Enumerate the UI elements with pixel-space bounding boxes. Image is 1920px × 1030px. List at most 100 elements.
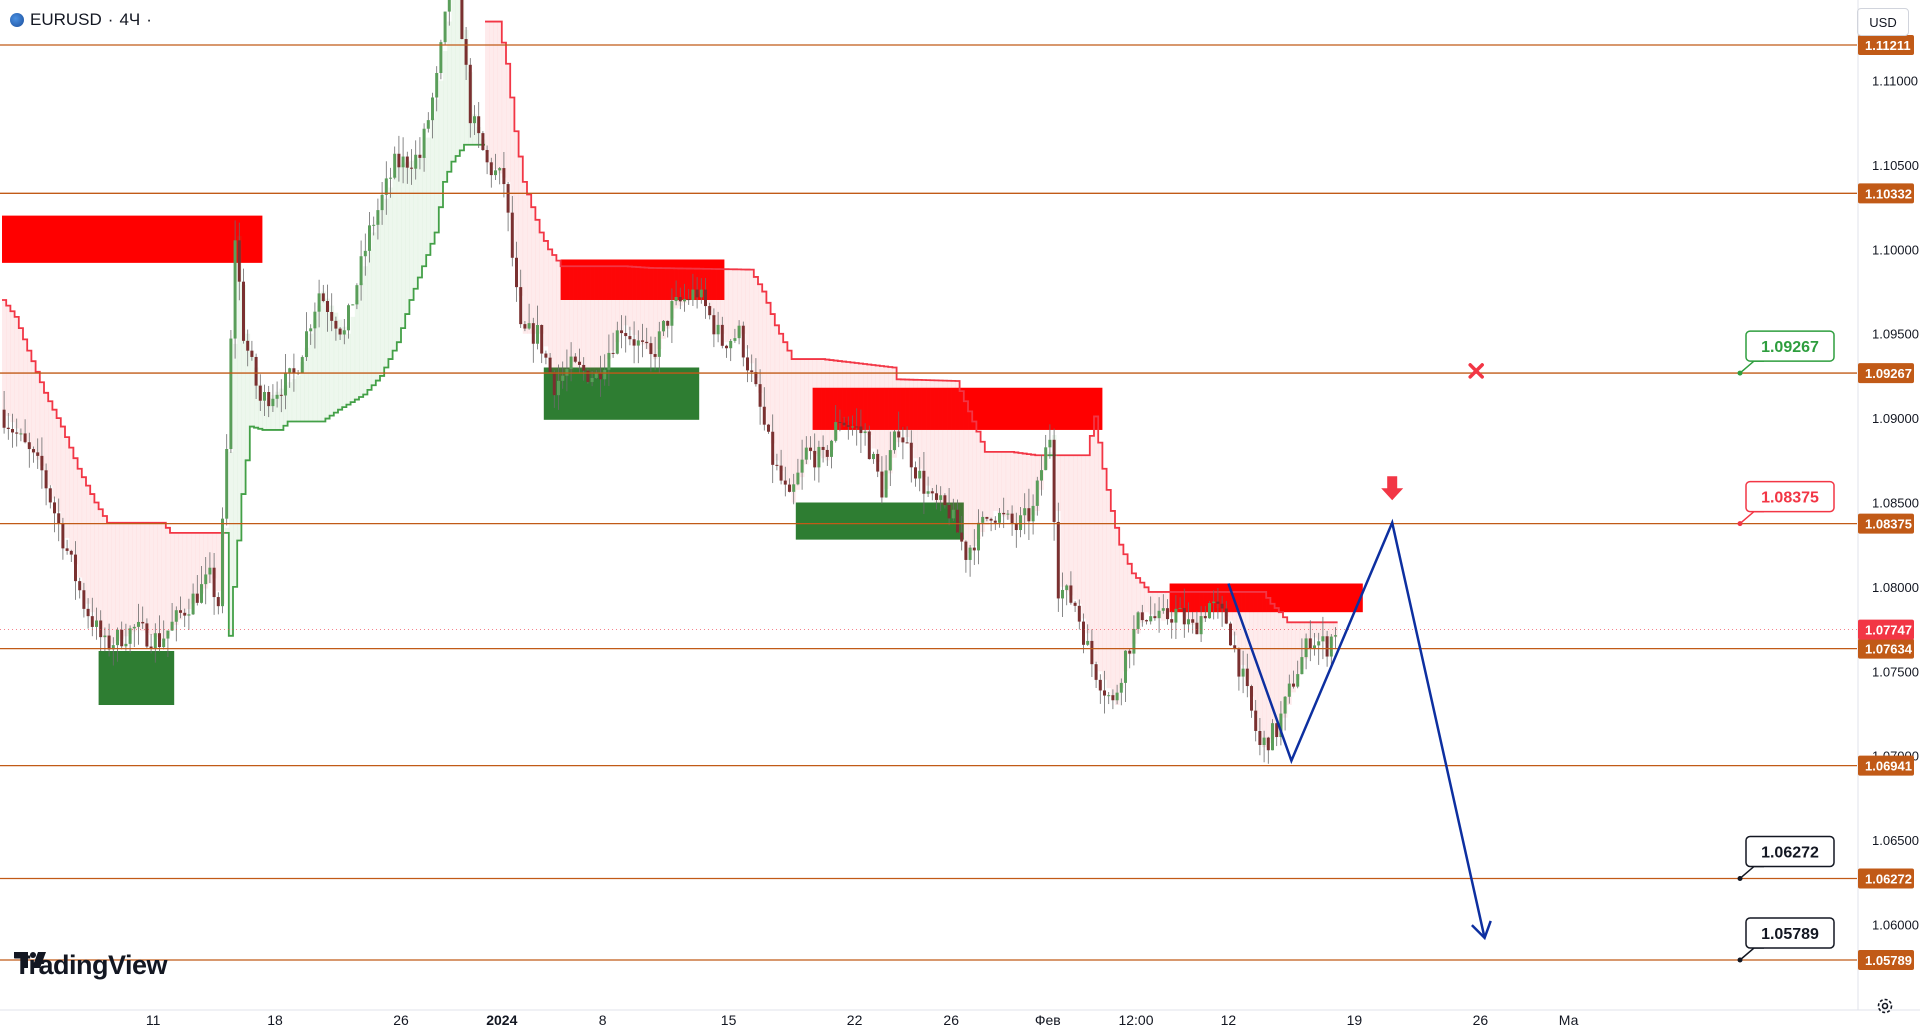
candle-body <box>384 178 388 195</box>
trail-fill <box>102 516 108 638</box>
trail-fill <box>233 343 238 587</box>
trail-fill <box>879 366 885 476</box>
candle-body <box>590 377 594 383</box>
trail-fill <box>598 266 603 376</box>
candle-body <box>918 470 922 479</box>
trail-fill <box>636 267 641 340</box>
trail-fill <box>107 522 112 646</box>
candle-body <box>300 357 304 373</box>
trail-fill <box>501 42 507 178</box>
candle-body <box>561 375 565 381</box>
trail-fill <box>6 305 11 416</box>
trail-fill <box>1115 527 1120 706</box>
candle-body <box>1149 616 1153 622</box>
trail-fill <box>581 266 587 371</box>
candle-body <box>166 630 170 639</box>
trail-fill <box>1253 591 1259 714</box>
candle-body <box>729 340 733 349</box>
candle-body <box>116 629 119 646</box>
candle-body <box>666 320 670 326</box>
candle-body <box>44 470 48 489</box>
candle-body <box>351 304 355 306</box>
symbol-header[interactable]: EURUSD · 4Ч · <box>10 10 152 30</box>
trail-fill <box>291 379 297 422</box>
trail-fill <box>804 359 809 465</box>
candle-body <box>1048 439 1052 448</box>
trail-fill <box>1073 455 1078 600</box>
candle-body <box>258 385 262 401</box>
candle-body <box>74 554 77 582</box>
trail-fill <box>174 532 179 625</box>
trail-fill <box>800 359 805 478</box>
x-tick-label: Фев <box>1035 1012 1061 1028</box>
trail-fill <box>993 451 998 511</box>
trail-fill <box>195 532 200 599</box>
candle-body <box>1203 616 1207 619</box>
candle-body <box>120 629 124 647</box>
candle-body <box>657 331 661 357</box>
trail-fill <box>346 333 351 405</box>
candle-body <box>338 328 342 335</box>
candle-body <box>972 547 976 551</box>
candle-body <box>229 338 233 450</box>
y-tick-label: 1.07500 <box>1872 664 1919 679</box>
x-tick-label: 26 <box>943 1012 959 1028</box>
candle-body <box>1334 635 1337 637</box>
candle-body <box>326 301 329 312</box>
trail-fill <box>888 366 893 474</box>
candle-body <box>998 512 1001 523</box>
candle-body <box>153 633 157 649</box>
trail-fill <box>308 333 314 422</box>
trail-fill <box>745 269 750 349</box>
trail-fill <box>1123 554 1128 672</box>
candle-body <box>1094 664 1098 680</box>
trail-fill <box>228 451 234 636</box>
sell-arrow-icon <box>1381 476 1404 501</box>
trail-fill <box>791 359 797 503</box>
candle-body <box>40 455 44 471</box>
trail-fill <box>350 316 356 403</box>
candle-body <box>1124 650 1127 683</box>
candle-body <box>939 495 943 500</box>
candle-body <box>405 156 409 168</box>
x-tick-label: 26 <box>393 1012 409 1028</box>
candle-body <box>216 597 220 607</box>
candle-body <box>662 320 665 332</box>
trail-fill <box>518 156 524 296</box>
trail-fill <box>909 379 914 448</box>
candle-body <box>1245 668 1249 687</box>
candle-body <box>372 224 376 226</box>
candle-body <box>884 470 888 498</box>
trail-fill <box>1278 612 1284 731</box>
trail-fill <box>1274 607 1280 735</box>
trail-fill <box>972 421 977 547</box>
candle-body <box>691 289 695 300</box>
trail-fill <box>711 268 717 317</box>
trail-fill <box>48 401 53 486</box>
trail-fill <box>493 21 498 170</box>
trail-fill <box>321 291 326 422</box>
trail-fill <box>1228 591 1233 621</box>
trail-fill <box>770 314 776 444</box>
price-callout: 1.09267 <box>1737 330 1835 376</box>
trail-fill <box>18 328 24 435</box>
candle-body <box>683 299 686 302</box>
trail-fill <box>825 359 830 461</box>
candle-body <box>137 621 140 627</box>
candle-body <box>1279 713 1283 738</box>
candle-body <box>284 372 287 396</box>
candle-body <box>305 331 308 358</box>
candle-body <box>914 467 917 479</box>
candle-body <box>611 352 615 354</box>
callout-pointer <box>1739 510 1764 525</box>
candle-body <box>737 325 741 339</box>
trail-fill <box>178 532 183 620</box>
candle-body <box>1136 612 1140 629</box>
candle-body <box>1329 636 1333 657</box>
trail-fill <box>917 379 923 469</box>
settings-gear-icon[interactable] <box>1874 995 1896 1017</box>
currency-selector[interactable]: USD <box>1857 8 1909 36</box>
candle-body <box>519 287 523 325</box>
